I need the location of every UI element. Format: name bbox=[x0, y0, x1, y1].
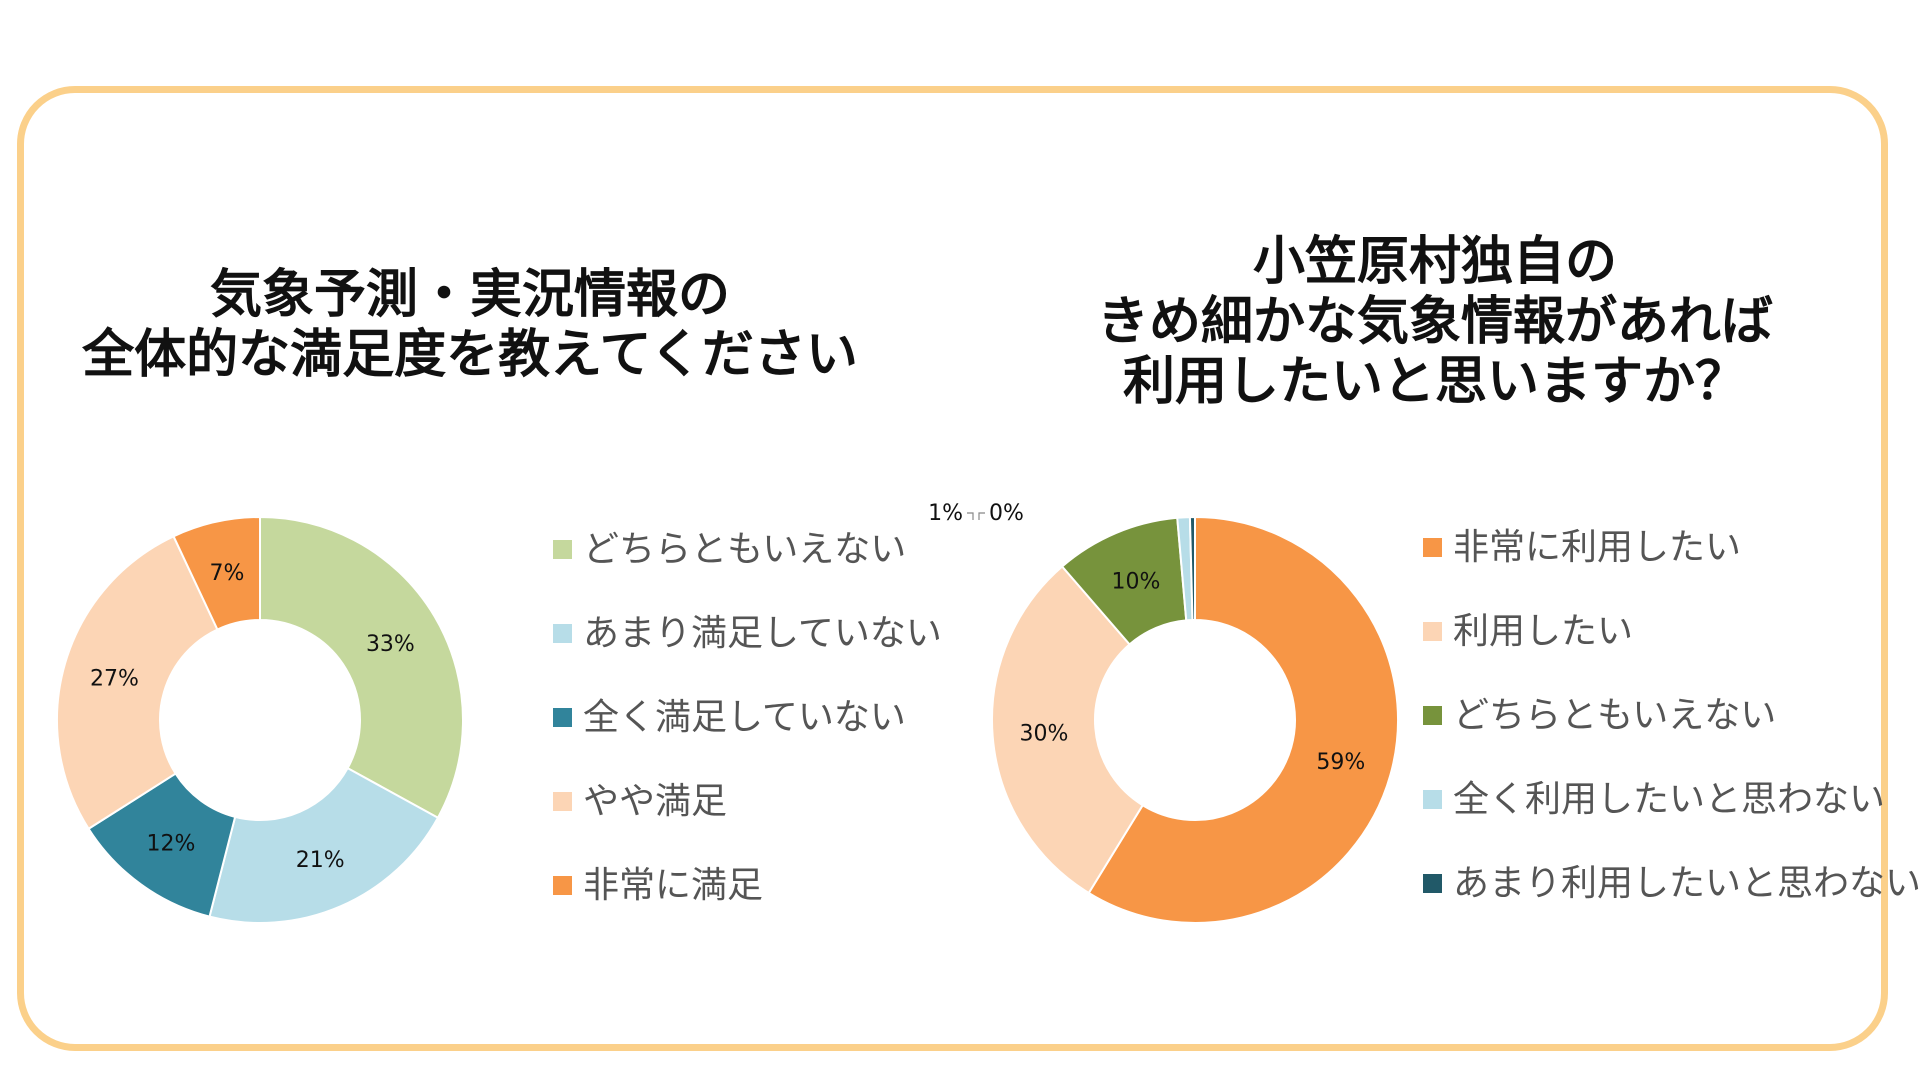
legend-swatch bbox=[553, 708, 572, 727]
donut-slice bbox=[1087, 515, 1399, 924]
legend-label: 非常に満足 bbox=[583, 865, 764, 906]
legend-swatch bbox=[553, 876, 572, 895]
donut-slice bbox=[1188, 515, 1196, 622]
donut-data-label: 33% bbox=[366, 632, 415, 657]
leader-line bbox=[967, 512, 974, 520]
legend-swatch bbox=[1423, 874, 1442, 893]
legend-label: どちらともいえない bbox=[583, 529, 907, 570]
legend-label: 非常に利用したい bbox=[1453, 527, 1742, 568]
content-frame bbox=[17, 86, 1888, 1051]
legend-swatch bbox=[1423, 706, 1442, 725]
legend-swatch bbox=[1423, 622, 1442, 641]
legend-label: どちらともいえない bbox=[1453, 695, 1777, 736]
donut-data-label: 7% bbox=[209, 561, 244, 586]
chart-title-line: きめ細かな気象情報があれば bbox=[1096, 292, 1773, 352]
legend-swatch bbox=[553, 624, 572, 643]
chart-title-usage-intent: 小笠原村独自の きめ細かな気象情報があれば 利用したいと思いますか？ bbox=[1035, 232, 1835, 412]
chart-title-satisfaction: 気象予測・実況情報の 全体的な満足度を教えてください bbox=[70, 265, 870, 385]
legend-label: やや満足 bbox=[583, 781, 728, 822]
legend-swatch bbox=[1423, 538, 1442, 557]
donut-data-label: 10% bbox=[1111, 569, 1160, 594]
donut-data-label: 12% bbox=[146, 832, 195, 857]
donut-data-label: 59% bbox=[1316, 750, 1365, 775]
chart-title-line: 全体的な満足度を教えてください bbox=[82, 325, 858, 385]
donut-data-label: 21% bbox=[296, 848, 345, 873]
legend-swatch bbox=[553, 792, 572, 811]
chart-title-line: 気象予測・実況情報の bbox=[209, 265, 730, 325]
legend-swatch bbox=[553, 540, 572, 559]
donut-slice bbox=[56, 534, 219, 831]
legend-label: 全く利用したいと思わない bbox=[1453, 779, 1886, 820]
legend-label: あまり利用したいと思わない bbox=[1453, 863, 1920, 904]
donut-slice bbox=[172, 515, 261, 631]
donut-data-label: 27% bbox=[90, 667, 139, 692]
legend-label: 利用したい bbox=[1453, 611, 1634, 652]
donut-slice bbox=[259, 515, 464, 820]
legend-label: 全く満足していない bbox=[583, 697, 906, 738]
donut-data-label: 0% bbox=[989, 501, 1024, 526]
donut-slice bbox=[208, 766, 440, 924]
donut-data-label: 30% bbox=[1020, 721, 1069, 746]
chart-title-line: 利用したいと思いますか？ bbox=[1122, 352, 1747, 412]
donut-chart-usage-intent: 59% 30% 10% 1% 0% bbox=[928, 501, 1399, 924]
legend-label: あまり満足していない bbox=[583, 613, 942, 654]
donut-slice bbox=[991, 565, 1145, 895]
donut-data-label: 1% bbox=[928, 501, 963, 526]
chart-title-line: 小笠原村独自の bbox=[1252, 232, 1617, 292]
donut-chart-satisfaction: 33% 21% 12% 27% 7% bbox=[56, 515, 464, 924]
legend-swatch bbox=[1423, 790, 1442, 809]
leader-line bbox=[978, 512, 985, 520]
